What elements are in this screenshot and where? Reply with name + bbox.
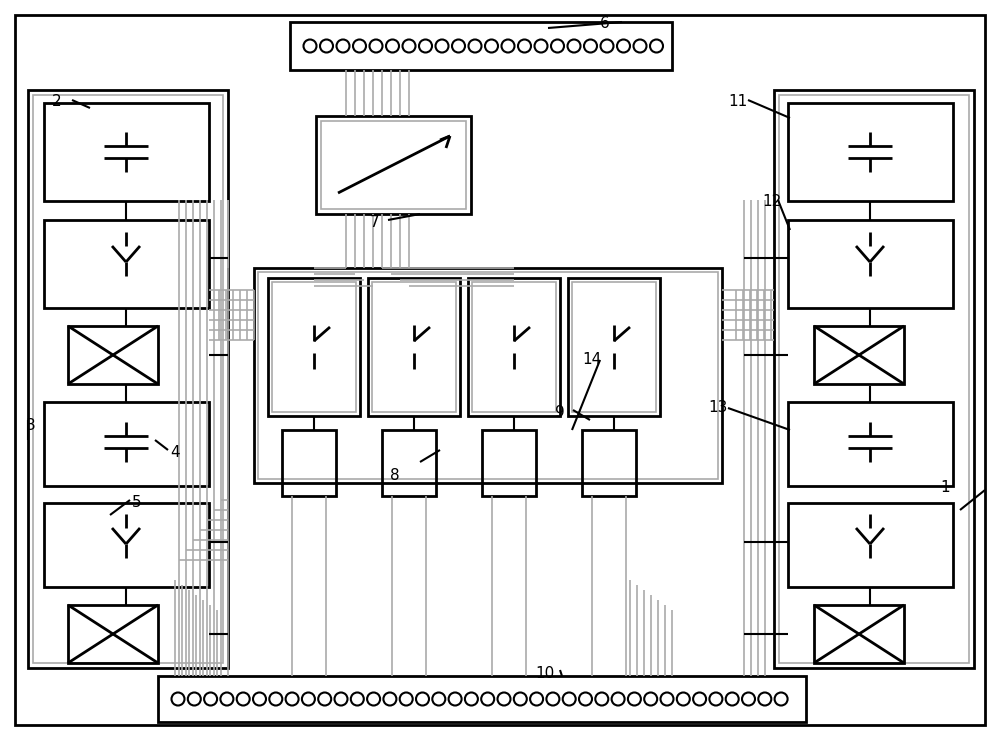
Bar bbox=[316, 116, 471, 214]
Bar bbox=[788, 220, 953, 308]
Bar bbox=[572, 282, 656, 412]
Bar bbox=[372, 282, 456, 412]
Bar bbox=[779, 95, 969, 663]
Text: 12: 12 bbox=[762, 194, 781, 209]
Bar bbox=[814, 326, 904, 384]
Text: 13: 13 bbox=[708, 400, 727, 415]
Bar bbox=[321, 121, 466, 209]
Bar bbox=[788, 503, 953, 587]
Text: 10: 10 bbox=[535, 666, 554, 681]
Bar bbox=[272, 282, 356, 412]
Bar bbox=[472, 282, 556, 412]
Text: 5: 5 bbox=[132, 495, 142, 510]
Bar bbox=[33, 95, 223, 663]
Text: 14: 14 bbox=[582, 352, 601, 367]
Bar bbox=[44, 402, 209, 486]
Bar bbox=[158, 676, 806, 722]
Text: 4: 4 bbox=[170, 445, 180, 460]
Bar bbox=[44, 503, 209, 587]
Bar bbox=[814, 605, 904, 663]
Bar bbox=[68, 326, 158, 384]
Text: 1: 1 bbox=[940, 480, 950, 495]
Bar bbox=[368, 278, 460, 416]
Text: 11: 11 bbox=[728, 94, 747, 109]
Bar bbox=[788, 103, 953, 201]
Bar bbox=[482, 430, 536, 496]
Text: 2: 2 bbox=[52, 94, 62, 109]
Bar bbox=[258, 272, 718, 479]
Bar bbox=[268, 278, 360, 416]
Bar bbox=[44, 220, 209, 308]
Bar bbox=[568, 278, 660, 416]
Text: 8: 8 bbox=[390, 468, 400, 483]
Text: 3: 3 bbox=[26, 418, 36, 433]
Bar bbox=[254, 268, 722, 483]
Text: 6: 6 bbox=[600, 16, 610, 31]
Bar bbox=[468, 278, 560, 416]
Bar bbox=[382, 430, 436, 496]
Bar bbox=[582, 430, 636, 496]
Bar bbox=[44, 103, 209, 201]
Bar bbox=[788, 402, 953, 486]
Bar bbox=[774, 90, 974, 668]
Text: 9: 9 bbox=[555, 405, 565, 420]
Bar bbox=[28, 90, 228, 668]
Bar bbox=[68, 605, 158, 663]
Bar bbox=[290, 22, 672, 70]
Text: 7: 7 bbox=[370, 215, 380, 230]
Bar bbox=[282, 430, 336, 496]
